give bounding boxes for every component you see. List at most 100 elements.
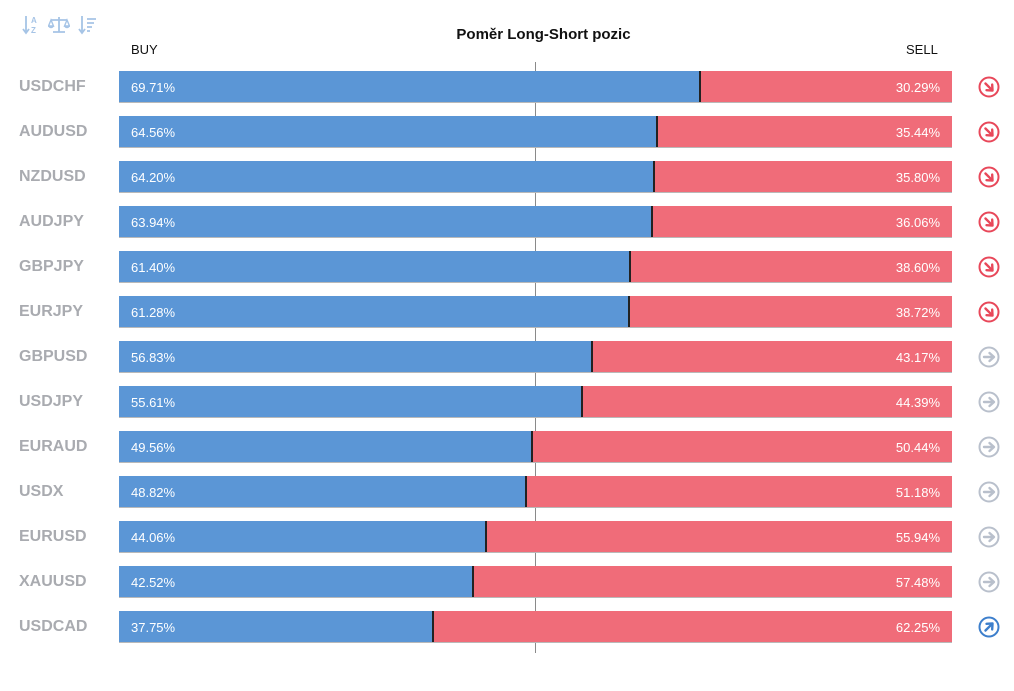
symbol-label[interactable]: EURJPY <box>19 303 84 320</box>
sell-bar: 30.29% <box>699 71 952 102</box>
bar-divider <box>432 611 435 642</box>
arrow-down-right-icon[interactable] <box>977 165 1001 189</box>
sell-bar: 44.39% <box>582 386 952 417</box>
buy-percent-label: 37.75% <box>131 620 176 635</box>
sort-desc-icon[interactable] <box>76 12 98 38</box>
sell-percent-label: 57.48% <box>895 575 940 590</box>
sell-percent-label: 50.44% <box>895 440 940 455</box>
buy-percent-label: 64.56% <box>131 125 176 140</box>
symbol-label[interactable]: EURUSD <box>19 528 87 545</box>
buy-percent-label: 48.82% <box>131 485 176 500</box>
bar-divider <box>591 341 594 372</box>
sell-percent-label: 35.80% <box>895 170 940 185</box>
sell-bar: 35.44% <box>656 116 952 147</box>
arrow-right-icon[interactable] <box>977 435 1001 459</box>
sell-percent-label: 30.29% <box>895 80 940 95</box>
toolbar: A Z <box>20 12 98 38</box>
buy-bar: 69.71% <box>119 71 700 102</box>
ratio-bar: 37.75% 62.25% <box>119 611 952 642</box>
symbol-label[interactable]: EURAUD <box>19 438 88 455</box>
symbol-label[interactable]: NZDUSD <box>19 168 86 185</box>
ratio-bar: 56.83% 43.17% <box>119 341 952 372</box>
buy-bar: 61.40% <box>119 251 631 282</box>
sell-percent-label: 36.06% <box>895 215 940 230</box>
symbol-label[interactable]: USDX <box>19 483 64 500</box>
arrow-right-icon[interactable] <box>977 570 1001 594</box>
sell-percent-label: 38.60% <box>895 260 940 275</box>
buy-percent-label: 64.20% <box>131 170 176 185</box>
arrow-down-right-icon[interactable] <box>977 255 1001 279</box>
buy-bar: 64.20% <box>119 161 654 192</box>
symbol-label[interactable]: AUDJPY <box>19 213 84 230</box>
arrow-right-icon[interactable] <box>977 390 1001 414</box>
row-euraud: EURAUD 49.56% 50.44% <box>0 431 1014 462</box>
bar-divider <box>472 566 475 597</box>
bar-divider <box>629 251 632 282</box>
arrow-right-icon[interactable] <box>977 345 1001 369</box>
bar-divider <box>581 386 584 417</box>
buy-percent-label: 61.28% <box>131 305 176 320</box>
bar-divider <box>628 296 631 327</box>
row-usdjpy: USDJPY 55.61% 44.39% <box>0 386 1014 417</box>
buy-percent-label: 44.06% <box>131 530 176 545</box>
ratio-bar: 63.94% 36.06% <box>119 206 952 237</box>
symbol-label[interactable]: USDCAD <box>19 618 88 635</box>
sell-percent-label: 55.94% <box>895 530 940 545</box>
ratio-bar: 64.20% 35.80% <box>119 161 952 192</box>
ratio-bar: 61.28% 38.72% <box>119 296 952 327</box>
symbol-label[interactable]: GBPUSD <box>19 348 88 365</box>
bar-divider <box>650 206 653 237</box>
buy-percent-label: 61.40% <box>131 260 176 275</box>
row-gbpjpy: GBPJPY 61.40% 38.60% <box>0 251 1014 282</box>
sell-bar: 43.17% <box>592 341 952 372</box>
sell-bar: 51.18% <box>525 476 952 507</box>
row-audjpy: AUDJPY 63.94% 36.06% <box>0 206 1014 237</box>
sort-alpha-icon[interactable]: A Z <box>20 12 42 38</box>
buy-percent-label: 63.94% <box>131 215 176 230</box>
ratio-bar: 48.82% 51.18% <box>119 476 952 507</box>
balance-icon[interactable] <box>48 12 70 38</box>
ratio-bar: 64.56% 35.44% <box>119 116 952 147</box>
arrow-up-right-icon[interactable] <box>977 615 1001 639</box>
sell-percent-label: 38.72% <box>895 305 940 320</box>
arrow-down-right-icon[interactable] <box>977 120 1001 144</box>
buy-percent-label: 55.61% <box>131 395 176 410</box>
bar-divider <box>698 71 701 102</box>
arrow-down-right-icon[interactable] <box>977 300 1001 324</box>
arrow-right-icon[interactable] <box>977 480 1001 504</box>
sell-bar: 55.94% <box>486 521 952 552</box>
row-nzdusd: NZDUSD 64.20% 35.80% <box>0 161 1014 192</box>
ratio-bar: 44.06% 55.94% <box>119 521 952 552</box>
buy-bar: 56.83% <box>119 341 593 372</box>
bar-divider <box>652 161 655 192</box>
sell-bar: 35.80% <box>653 161 952 192</box>
svg-text:A: A <box>31 16 37 25</box>
bar-divider <box>655 116 658 147</box>
row-eurjpy: EURJPY 61.28% 38.72% <box>0 296 1014 327</box>
symbol-label[interactable]: XAUUSD <box>19 573 87 590</box>
arrow-right-icon[interactable] <box>977 525 1001 549</box>
ratio-bar: 55.61% 44.39% <box>119 386 952 417</box>
symbol-label[interactable]: GBPJPY <box>19 258 84 275</box>
arrow-down-right-icon[interactable] <box>977 210 1001 234</box>
sell-bar: 38.72% <box>629 296 952 327</box>
symbol-label[interactable]: USDCHF <box>19 78 86 95</box>
symbol-label[interactable]: USDJPY <box>19 393 84 410</box>
sell-bar: 62.25% <box>433 611 952 642</box>
symbol-label[interactable]: AUDUSD <box>19 123 88 140</box>
bar-divider <box>530 431 533 462</box>
buy-label: BUY <box>131 42 158 57</box>
sell-bar: 38.60% <box>630 251 952 282</box>
buy-bar: 49.56% <box>119 431 532 462</box>
svg-text:Z: Z <box>31 26 36 35</box>
chart-title: Poměr Long-Short pozic <box>456 26 631 43</box>
buy-bar: 55.61% <box>119 386 583 417</box>
bar-divider <box>485 521 488 552</box>
row-audusd: AUDUSD 64.56% 35.44% <box>0 116 1014 147</box>
sell-percent-label: 44.39% <box>895 395 940 410</box>
buy-bar: 61.28% <box>119 296 630 327</box>
ratio-bar: 49.56% 50.44% <box>119 431 952 462</box>
arrow-down-right-icon[interactable] <box>977 75 1001 99</box>
ratio-bar: 61.40% 38.60% <box>119 251 952 282</box>
sell-percent-label: 35.44% <box>895 125 940 140</box>
